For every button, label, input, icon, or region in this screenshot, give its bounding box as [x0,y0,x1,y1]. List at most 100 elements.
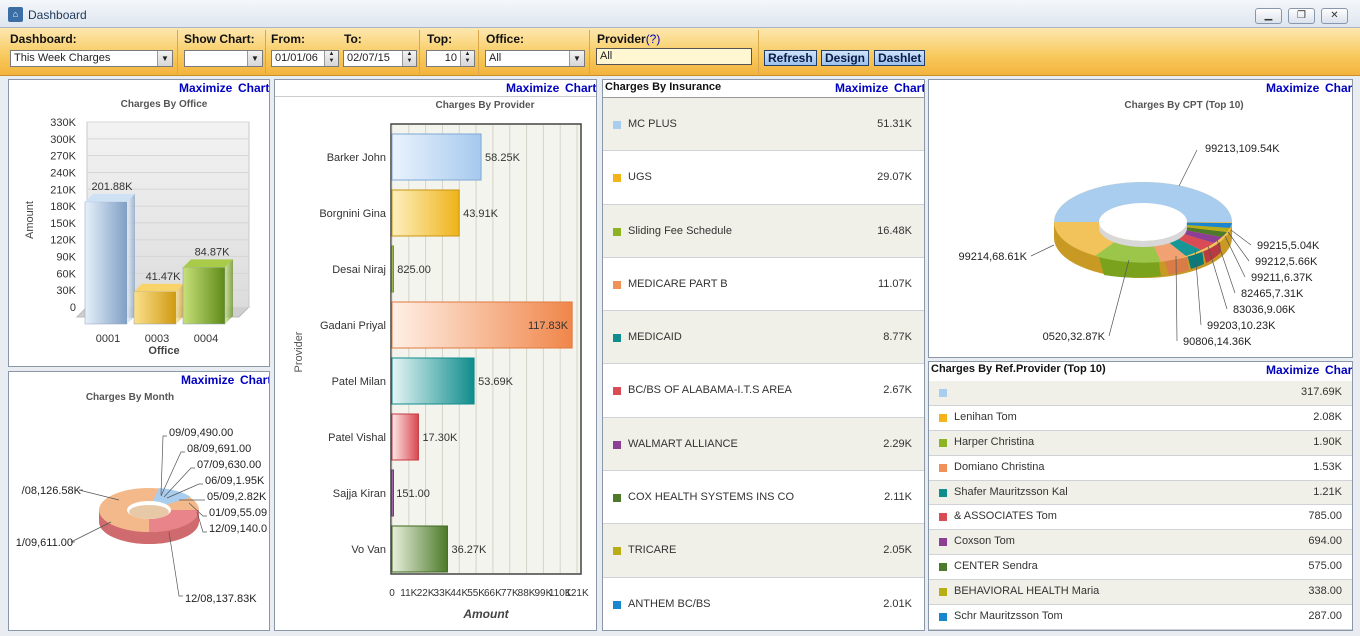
month-leader-line [196,511,207,533]
provider-category-label: Gadani Priyal [320,320,386,332]
provider-input[interactable]: All [596,48,752,65]
insurance-row[interactable]: BC/BS OF ALABAMA-I.T.S AREA 2.67K [603,364,924,418]
cpt-leader-line [1207,245,1228,310]
insurance-row[interactable]: MEDICAID 8.77K [603,311,924,365]
to-label: To: [344,32,362,46]
chevron-down-icon[interactable]: ▼ [569,51,584,66]
maximize-link[interactable]: Maximize [835,81,889,95]
office-y-ticks: 330K 300K 270K 240K 210K 180K 150K 120K 90K 60K 30… [50,117,76,314]
cpt-leader-line [1227,231,1250,262]
office-y-tick: 240K [50,167,76,179]
chart-link[interactable]: Chart [240,373,270,387]
office-y-tick: 0 [70,302,76,314]
provider-bar [391,301,573,349]
date-spinner-icon[interactable]: ▲ ▼ [324,51,338,66]
office-y-tick: 150K [50,218,76,230]
chevron-down-icon[interactable]: ▼ [247,51,262,66]
month-donut [99,488,199,544]
month-chart-panel: Maximize Chart Charges By Month 09/09,49… [8,371,270,631]
provider-help-link[interactable]: (?) [645,32,661,46]
show-chart-select[interactable]: ▼ [184,50,263,67]
chart-link[interactable]: Chart [238,81,270,95]
office-y-tick: 120K [50,235,76,247]
insurance-value: 8.77K [883,331,912,344]
chart-link[interactable]: Chart [1325,81,1353,95]
maximize-link[interactable]: Maximize [1266,363,1320,377]
refprovider-name: Coxson Tom [954,535,1015,548]
divider [275,96,596,97]
refresh-button[interactable]: Refresh [764,50,817,66]
insurance-name: TRICARE [628,544,677,557]
refprovider-row[interactable]: Schr Mauritzsson Tom 287.00 [929,605,1352,630]
office-select[interactable]: All ▼ [485,50,585,67]
provider-value-label: 151.00 [396,488,430,500]
provider-x-tick: 66K [484,588,502,599]
dashlet-button[interactable]: Dashlet [874,50,926,66]
refprovider-row[interactable]: 317.69K [929,381,1352,406]
maximize-link[interactable]: Maximize [179,81,233,95]
provider-category-label: Vo Van [351,544,386,556]
month-leader-line [160,451,185,497]
chevron-down-icon[interactable]: ▼ [157,51,172,66]
dashboard-select[interactable]: This Week Charges ▼ [10,50,173,67]
cpt-donut-chart: 99213,109.54K 99214,68.61K 99215,5.04K 9921… [958,143,1320,348]
insurance-row[interactable]: ANTHEM BC/BS 2.01K [603,577,924,630]
refprovider-row[interactable]: CENTER Sendra 575.00 [929,555,1352,581]
month-slice-label: 12/08,137.83K [185,593,257,605]
legend-swatch-icon [939,389,947,397]
refprovider-row[interactable]: Harper Christina 1.90K [929,430,1352,456]
from-date-input[interactable]: 01/01/06 ▲ ▼ [271,50,339,67]
month-slice-label: 05/09,2.82K [207,491,267,503]
refprovider-row[interactable]: Lenihan Tom 2.08K [929,405,1352,431]
minimize-button[interactable]: ▁ [1255,8,1282,24]
refprovider-row[interactable]: Coxson Tom 694.00 [929,530,1352,556]
insurance-row[interactable]: MEDICARE PART B 11.07K [603,257,924,312]
office-bar-chart: 330K 300K 270K 240K 210K 180K 150K 120K 90K 60K 30… [24,117,251,357]
panel-header: Maximize Chart [275,80,596,96]
chart-link[interactable]: Chart [1325,363,1353,377]
month-leader-line [160,435,167,496]
provider-x-tick: 22K [417,588,435,599]
insurance-row[interactable]: Sliding Fee Schedule 16.48K [603,204,924,258]
refprovider-value: 1.90K [1313,435,1342,448]
legend-swatch-icon [939,413,947,422]
provider-label-wrap: Provider(?) [597,32,754,47]
office-y-tick: 30K [56,285,76,297]
insurance-value: 51.31K [877,118,912,130]
maximize-link[interactable]: Maximize [1266,81,1320,95]
date-spinner-icon[interactable]: ▲ ▼ [402,51,416,66]
cpt-leader-line [1030,244,1055,257]
to-date-input[interactable]: 02/07/15 ▲ ▼ [343,50,417,67]
refprovider-row[interactable]: BEHAVIORAL HEALTH Maria 338.00 [929,580,1352,606]
maximize-link[interactable]: Maximize [181,373,235,387]
insurance-row[interactable]: WALMART ALLIANCE 2.29K [603,417,924,472]
show-chart-label: Show Chart: [184,32,255,46]
chart-link[interactable]: Chart [894,81,925,95]
refprovider-row[interactable]: Domiano Christina 1.53K [929,455,1352,481]
insurance-row[interactable]: COX HEALTH SYSTEMS INS CO 2.11K [603,471,924,525]
cpt-slice-label: 0520,32.87K [1043,331,1106,343]
maximize-link[interactable]: Maximize [506,81,560,95]
insurance-row[interactable]: MC PLUS 51.31K [603,98,924,152]
refprovider-row[interactable]: & ASSOCIATES Tom 785.00 [929,505,1352,531]
provider-x-tick: 99K [534,588,552,599]
top-count-input[interactable]: 10 ▲ ▼ [426,50,475,67]
count-spinner-icon[interactable]: ▲ ▼ [460,51,474,66]
insurance-row[interactable]: UGS 29.07K [603,151,924,205]
window-title: Dashboard [28,8,87,22]
chart-link[interactable]: Chart [565,81,597,95]
close-button[interactable]: ✕ [1321,8,1348,24]
cpt-labels: 99213,109.54K 99214,68.61K 99215,5.04K 9921… [958,143,1320,348]
insurance-value: 29.07K [877,171,912,184]
refprovider-panel: Charges By Ref.Provider (Top 10) Maximiz… [928,361,1353,631]
restore-button[interactable]: ❐ [1288,8,1315,24]
refprovider-value: 317.69K [1301,386,1342,398]
design-button[interactable]: Design [821,50,870,66]
provider-category-label: Patel Milan [332,376,386,388]
refprovider-row[interactable]: Shafer Mauritzsson Kal 1.21K [929,480,1352,506]
refprovider-value: 785.00 [1308,510,1342,523]
insurance-row[interactable]: TRICARE 2.05K [603,524,924,578]
provider-x-tick: 44K [450,588,468,599]
office-x-axis-label: Office [148,345,179,357]
cpt-slice-label: 83036,9.06K [1233,304,1296,316]
